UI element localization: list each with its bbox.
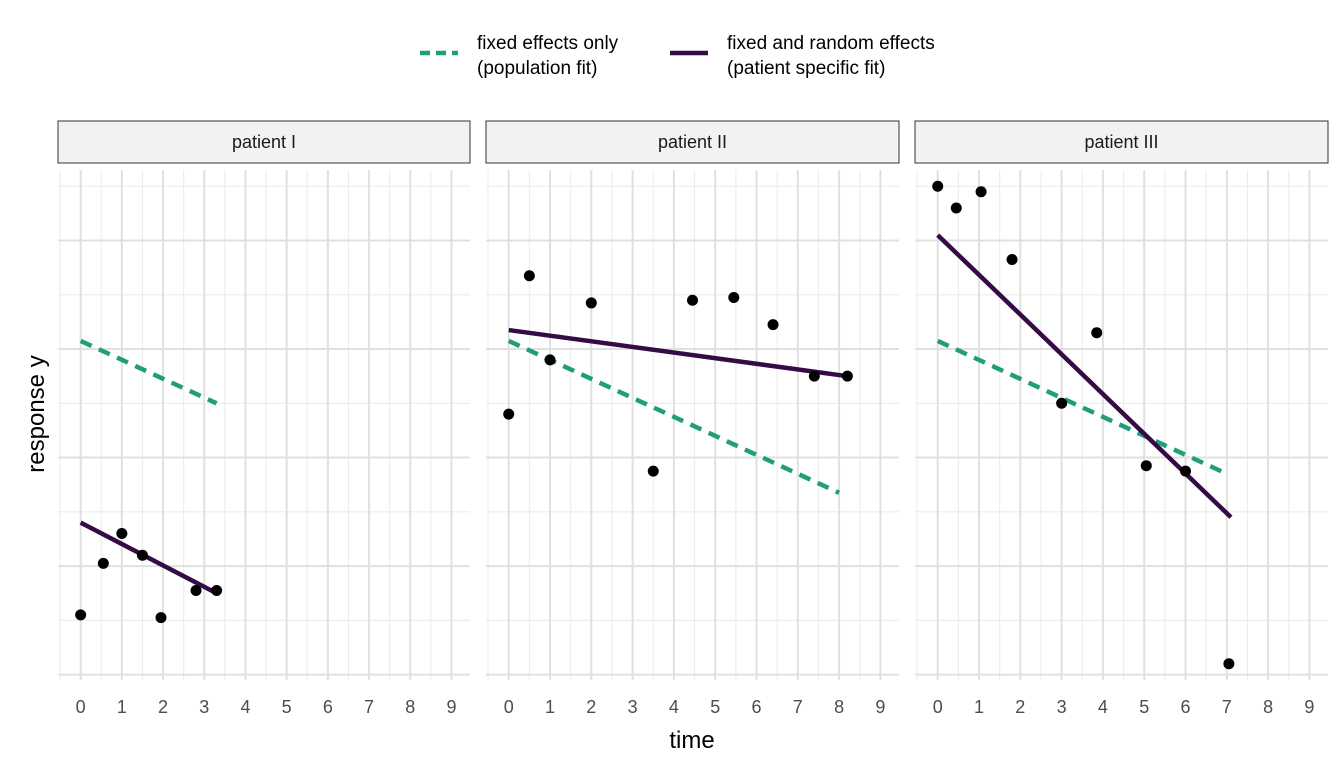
x-tick-label: 4: [669, 697, 679, 717]
x-tick-label: 0: [76, 697, 86, 717]
panel-strip-label: patient II: [658, 132, 727, 152]
x-tick-label: 3: [628, 697, 638, 717]
panel-strip-label: patient III: [1084, 132, 1158, 152]
panel-1: patient I 0 1 2 3 4 5 6 7 8 9: [57, 120, 471, 717]
data-point: [1091, 327, 1103, 339]
data-point: [116, 528, 128, 540]
x-tick-label: 8: [834, 697, 844, 717]
x-tick-label: 3: [1057, 697, 1067, 717]
x-tick-label: 1: [545, 697, 555, 717]
data-point: [808, 370, 820, 382]
x-tick-label: 5: [282, 697, 292, 717]
x-tick-label: 4: [240, 697, 250, 717]
x-tick-label: 8: [1263, 697, 1273, 717]
panel-strip: [914, 120, 1329, 164]
panel-strip-label: patient I: [232, 132, 296, 152]
legend-label-random-line1: fixed and random effects: [727, 33, 935, 54]
data-point: [728, 292, 740, 303]
x-tick-label: 2: [158, 697, 168, 717]
y-axis-title: response y: [23, 355, 50, 472]
fixed-effects-fit-line: [936, 338, 1228, 476]
x-axis-title: time: [669, 727, 714, 754]
panel-3: patient III 0 1 2 3 4 5 6 7 8 9: [914, 120, 1329, 717]
fixed-effects-fit-line: [507, 338, 841, 495]
data-point: [1180, 465, 1192, 477]
panel-strip: [57, 120, 471, 164]
legend-label-fixed-line2: (population fit): [477, 58, 597, 79]
x-tick-label: 9: [875, 697, 885, 717]
data-point: [1056, 397, 1068, 409]
data-point: [211, 584, 223, 596]
x-tick-label: 0: [933, 697, 943, 717]
data-point: [975, 186, 987, 198]
data-point: [1140, 460, 1152, 472]
data-point: [1223, 658, 1235, 670]
data-point: [1006, 254, 1018, 266]
patient-specific-fit-line: [79, 520, 218, 596]
data-point: [75, 609, 87, 621]
x-tick-label: 4: [1098, 697, 1108, 717]
panel-2: patient II 0 1 2 3 4 5 6 7 8 9: [485, 120, 900, 717]
x-tick-label: 0: [504, 697, 514, 717]
data-point: [97, 557, 109, 569]
x-tick-label: 7: [793, 697, 803, 717]
data-point: [932, 180, 944, 192]
data-point: [523, 270, 535, 282]
legend-label-fixed-line1: fixed effects only: [477, 33, 619, 54]
x-tick-label: 3: [199, 697, 209, 717]
x-tick-label: 5: [710, 697, 720, 717]
x-tick-label: 2: [586, 697, 596, 717]
x-tick-label: 1: [974, 697, 984, 717]
x-tick-label: 5: [1139, 697, 1149, 717]
panel-strip: [485, 120, 900, 164]
x-tick-label: 1: [117, 697, 127, 717]
data-point: [841, 370, 853, 382]
x-tick-label: 6: [752, 697, 762, 717]
legend-label-random-line2: (patient specific fit): [727, 58, 885, 79]
x-tick-label: 9: [1304, 697, 1314, 717]
x-tick-label: 8: [405, 697, 415, 717]
x-tick-label: 7: [364, 697, 374, 717]
x-tick-label: 6: [323, 697, 333, 717]
data-point: [155, 612, 167, 624]
data-point: [136, 549, 148, 561]
data-point: [687, 294, 698, 306]
x-tick-label: 2: [1015, 697, 1025, 717]
data-point: [767, 319, 779, 331]
fixed-effects-fit-line: [79, 338, 218, 406]
x-tick-label: 9: [446, 697, 456, 717]
x-tick-label: 6: [1181, 697, 1191, 717]
legend: fixed effects only (population fit) fixed …: [420, 33, 935, 79]
data-point: [585, 297, 597, 309]
data-point: [950, 202, 962, 214]
data-point: [544, 354, 556, 366]
data-point: [503, 408, 515, 420]
x-tick-label: 7: [1222, 697, 1232, 717]
patient-specific-fit-line: [508, 327, 848, 379]
data-point: [647, 465, 659, 477]
data-point: [190, 584, 202, 596]
